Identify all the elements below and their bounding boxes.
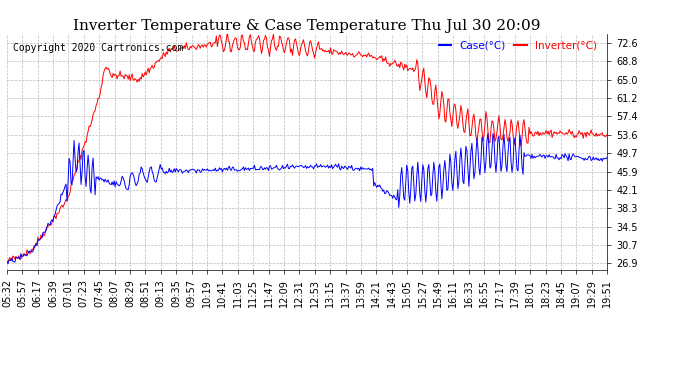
Legend: Case(°C), Inverter(°C): Case(°C), Inverter(°C) — [435, 36, 601, 54]
Title: Inverter Temperature & Case Temperature Thu Jul 30 20:09: Inverter Temperature & Case Temperature … — [73, 19, 541, 33]
Text: Copyright 2020 Cartronics.com: Copyright 2020 Cartronics.com — [13, 43, 184, 53]
